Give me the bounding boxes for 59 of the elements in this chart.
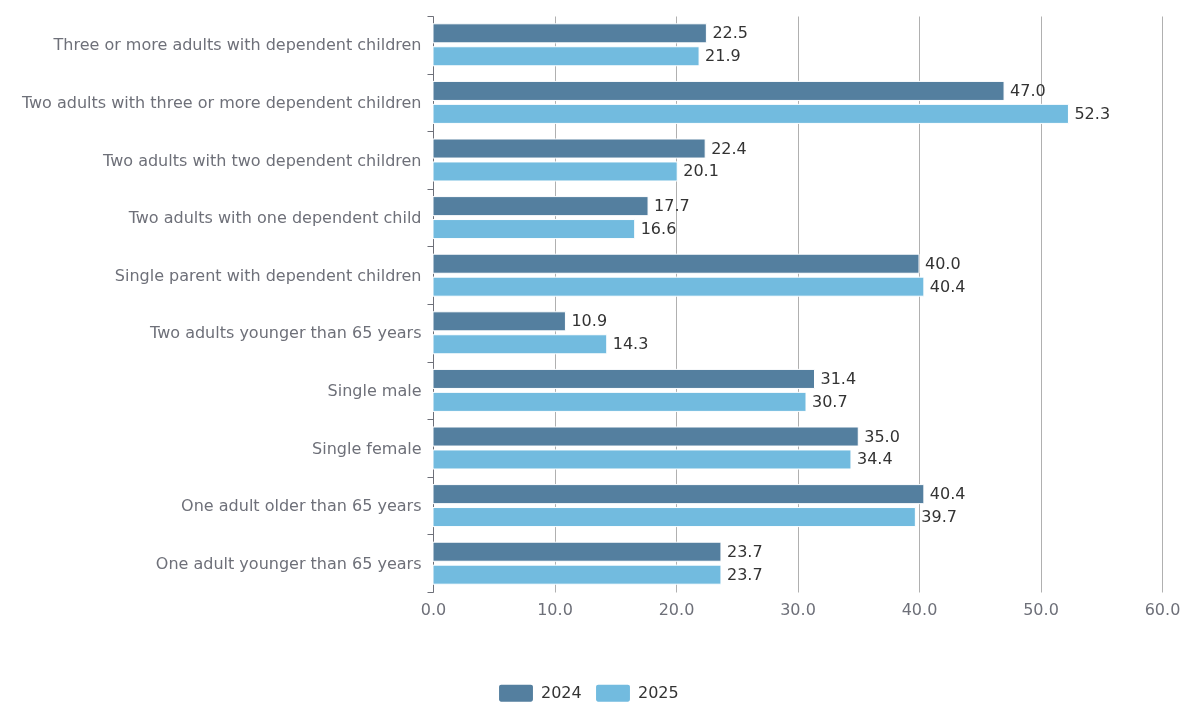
bar — [432, 80, 1005, 101]
data-label: 10.9 — [571, 311, 608, 331]
y-tick-label: Two adults with three or more dependent children — [20, 92, 422, 112]
x-tick-label: 40.0 — [901, 599, 938, 619]
data-label: 35.0 — [864, 426, 900, 446]
bar — [432, 541, 722, 562]
bar — [432, 368, 816, 389]
legend-label: 2025 — [638, 683, 679, 702]
legend-label: 2024 — [541, 683, 582, 702]
data-label: 22.4 — [711, 138, 747, 158]
data-label: 23.7 — [726, 564, 763, 584]
bar — [432, 334, 608, 355]
bar — [432, 276, 925, 297]
bar — [432, 449, 852, 470]
data-label: 40.4 — [929, 484, 966, 504]
x-tick-label: 20.0 — [658, 599, 695, 619]
data-label: 47.0 — [1010, 80, 1046, 100]
bar — [432, 23, 707, 44]
bar — [432, 426, 859, 447]
bar — [432, 46, 700, 67]
bar — [432, 484, 925, 505]
data-label: 40.0 — [925, 253, 961, 273]
data-label: 52.3 — [1074, 103, 1111, 123]
y-tick-label: One adult younger than 65 years — [155, 553, 422, 573]
bar — [432, 219, 636, 240]
data-label: 22.5 — [712, 23, 748, 43]
bar — [432, 311, 566, 332]
bar — [432, 103, 1069, 124]
x-tick-label: 50.0 — [1023, 599, 1059, 619]
data-label: 21.9 — [705, 46, 741, 66]
bar — [432, 196, 649, 217]
data-label: 40.4 — [929, 276, 966, 296]
y-tick-label: Single parent with dependent children — [114, 265, 422, 285]
x-tick-label: 0.0 — [420, 599, 447, 619]
y-tick-label: Two adults with one dependent child — [127, 208, 422, 228]
x-tick-label: 10.0 — [537, 599, 573, 619]
y-tick-label: Three or more adults with dependent children — [52, 35, 422, 55]
bar — [432, 564, 722, 585]
y-tick-label: Single female — [312, 438, 422, 458]
data-label: 30.7 — [812, 391, 848, 411]
y-tick-label: Single male — [327, 380, 422, 400]
y-tick-label: Two adults with two dependent children — [102, 150, 422, 170]
data-label: 23.7 — [726, 541, 763, 561]
bar — [432, 253, 920, 274]
data-label: 16.6 — [640, 219, 677, 239]
bar — [432, 161, 678, 182]
data-label: 17.7 — [654, 196, 690, 216]
data-label: 34.4 — [856, 449, 893, 469]
x-tick-label: 60.0 — [1144, 599, 1181, 619]
bar — [432, 391, 807, 412]
data-label: 14.3 — [612, 334, 649, 354]
data-label: 31.4 — [820, 368, 857, 388]
y-tick-label: One adult older than 65 years — [181, 496, 422, 516]
x-tick-label: 30.0 — [780, 599, 816, 619]
y-tick-label: Two adults younger than 65 years — [149, 323, 422, 343]
data-label: 39.7 — [921, 507, 957, 527]
bar — [432, 507, 916, 528]
bar — [432, 138, 706, 159]
data-label: 20.1 — [683, 161, 719, 181]
